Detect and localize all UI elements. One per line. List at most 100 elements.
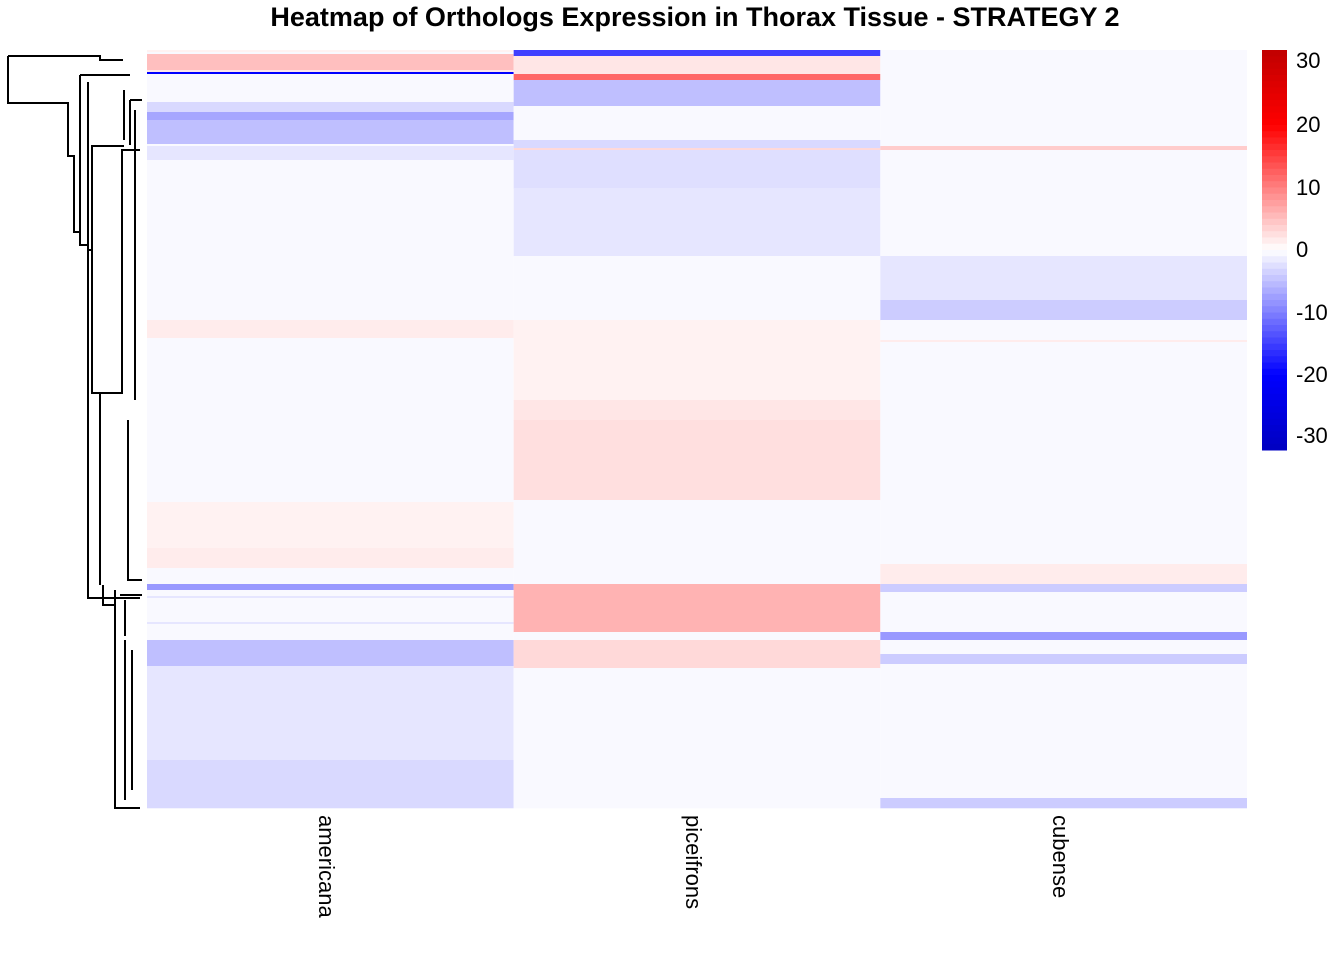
heatmap-cell-piceifrons <box>513 668 881 809</box>
heatmap-cell-americana <box>147 622 514 625</box>
legend-swatch <box>1262 125 1287 132</box>
heatmap-cell-cubense <box>880 340 1247 343</box>
heatmap-cell-cubense <box>880 654 1247 665</box>
legend-swatch <box>1262 243 1287 251</box>
heatmap-cell-americana <box>147 54 514 71</box>
legend-swatch <box>1262 300 1287 307</box>
legend-swatch <box>1262 218 1287 226</box>
heatmap-cell-piceifrons <box>513 188 881 257</box>
legend-swatch <box>1262 143 1287 151</box>
heatmap-cell-piceifrons <box>513 150 881 189</box>
legend-swatch <box>1262 368 1287 376</box>
legend-swatch <box>1262 350 1287 357</box>
legend-swatch <box>1262 443 1287 451</box>
legend-swatch <box>1262 268 1287 276</box>
legend-swatch <box>1262 225 1287 232</box>
heatmap-cell-cubense <box>880 584 1247 593</box>
column-label-cubense: cubense <box>1048 815 1073 899</box>
heatmap-cell-americana <box>147 590 514 597</box>
legend-swatch <box>1262 418 1287 426</box>
legend-swatch <box>1262 375 1287 382</box>
heatmap-cell-americana <box>147 144 514 147</box>
legend-swatch <box>1262 331 1287 338</box>
heatmap-cell-piceifrons <box>513 106 881 141</box>
legend-swatch <box>1262 306 1287 313</box>
heatmap-cell-americana <box>147 120 514 145</box>
legend-swatch <box>1262 318 1287 326</box>
heatmap-cell-piceifrons <box>513 256 881 321</box>
heatmap-cell-americana <box>147 760 514 809</box>
heatmap-cell-americana <box>147 624 514 641</box>
legend-swatch <box>1262 137 1287 145</box>
column-label-americana: americana <box>314 815 339 918</box>
legend-swatch <box>1262 437 1287 445</box>
heatmap-cell-americana <box>147 320 514 339</box>
legend-swatch <box>1262 150 1287 157</box>
heatmap-cell-cubense <box>880 146 1247 151</box>
legend-swatch <box>1262 112 1287 120</box>
heatmap-cell-piceifrons <box>513 320 881 401</box>
legend-swatch <box>1262 337 1287 345</box>
legend-swatch <box>1262 81 1287 88</box>
heatmap-cell-americana <box>147 50 514 53</box>
legend-tick-label: -30 <box>1296 422 1328 448</box>
heatmap-cell-piceifrons <box>513 584 881 633</box>
legend-tick-label: 0 <box>1296 237 1309 262</box>
heatmap-cell-cubense <box>880 320 1247 341</box>
heatmap-cell-americana <box>147 160 514 321</box>
color-legend <box>1262 50 1287 451</box>
heatmap-cell-americana <box>147 70 514 73</box>
legend-tick-label: -20 <box>1296 362 1328 387</box>
legend-swatch <box>1262 312 1287 320</box>
heatmap-cell-americana <box>147 584 514 591</box>
legend-swatch <box>1262 231 1287 238</box>
legend-swatch <box>1262 325 1287 332</box>
heatmap-cell-americana <box>147 568 514 585</box>
heatmap-cell-americana <box>147 640 514 667</box>
legend-swatch <box>1262 400 1287 407</box>
heatmap-cell-cubense <box>880 300 1247 321</box>
heatmap-cell-piceifrons <box>513 74 881 81</box>
legend-swatch <box>1262 100 1287 107</box>
heatmap-cell-cubense <box>880 798 1247 809</box>
legend-swatch <box>1262 387 1287 395</box>
legend-swatch <box>1262 62 1287 70</box>
legend-swatch <box>1262 343 1287 351</box>
heatmap-cell-piceifrons <box>513 632 881 641</box>
heatmap-cell-cubense <box>880 50 1247 147</box>
heatmap-cell-cubense <box>880 664 1247 799</box>
legend-swatch <box>1262 431 1287 438</box>
legend-swatch <box>1262 425 1287 432</box>
heatmap-cell-americana <box>147 598 514 623</box>
heatmap-cell-cubense <box>880 256 1247 301</box>
heatmap-cell-cubense <box>880 632 1247 641</box>
chart-title: Heatmap of Orthologs Expression in Thora… <box>270 2 1120 32</box>
heatmap-cell-cubense <box>880 342 1247 565</box>
legend-swatch <box>1262 193 1287 201</box>
heatmap-cell-cubense <box>880 640 1247 655</box>
legend-swatch <box>1262 381 1287 388</box>
heatmap-cell-americana <box>147 74 514 103</box>
legend-swatch <box>1262 293 1287 301</box>
legend-swatch <box>1262 68 1287 76</box>
heatmap-cell-piceifrons <box>513 500 881 585</box>
heatmap-cell-americana <box>147 338 514 503</box>
heatmap-cell-cubense <box>880 592 1247 633</box>
legend-swatch <box>1262 162 1287 170</box>
legend-swatch <box>1262 50 1287 57</box>
legend-swatch <box>1262 75 1287 82</box>
heatmap-cell-cubense <box>880 150 1247 257</box>
heatmap-cell-americana <box>147 502 514 549</box>
heatmap-cell-americana <box>147 548 514 569</box>
heatmap-cell-americana <box>147 146 514 161</box>
legend-swatch <box>1262 356 1287 363</box>
heatmap-cell-piceifrons <box>513 420 881 501</box>
heatmap-cell-piceifrons <box>513 140 881 149</box>
heatmap-cell-americana <box>147 112 514 121</box>
heatmap-cell-piceifrons <box>513 148 881 151</box>
legend-swatch <box>1262 250 1287 257</box>
legend-tick-label: 20 <box>1296 112 1321 137</box>
legend-swatch <box>1262 187 1287 195</box>
legend-swatch <box>1262 262 1287 270</box>
